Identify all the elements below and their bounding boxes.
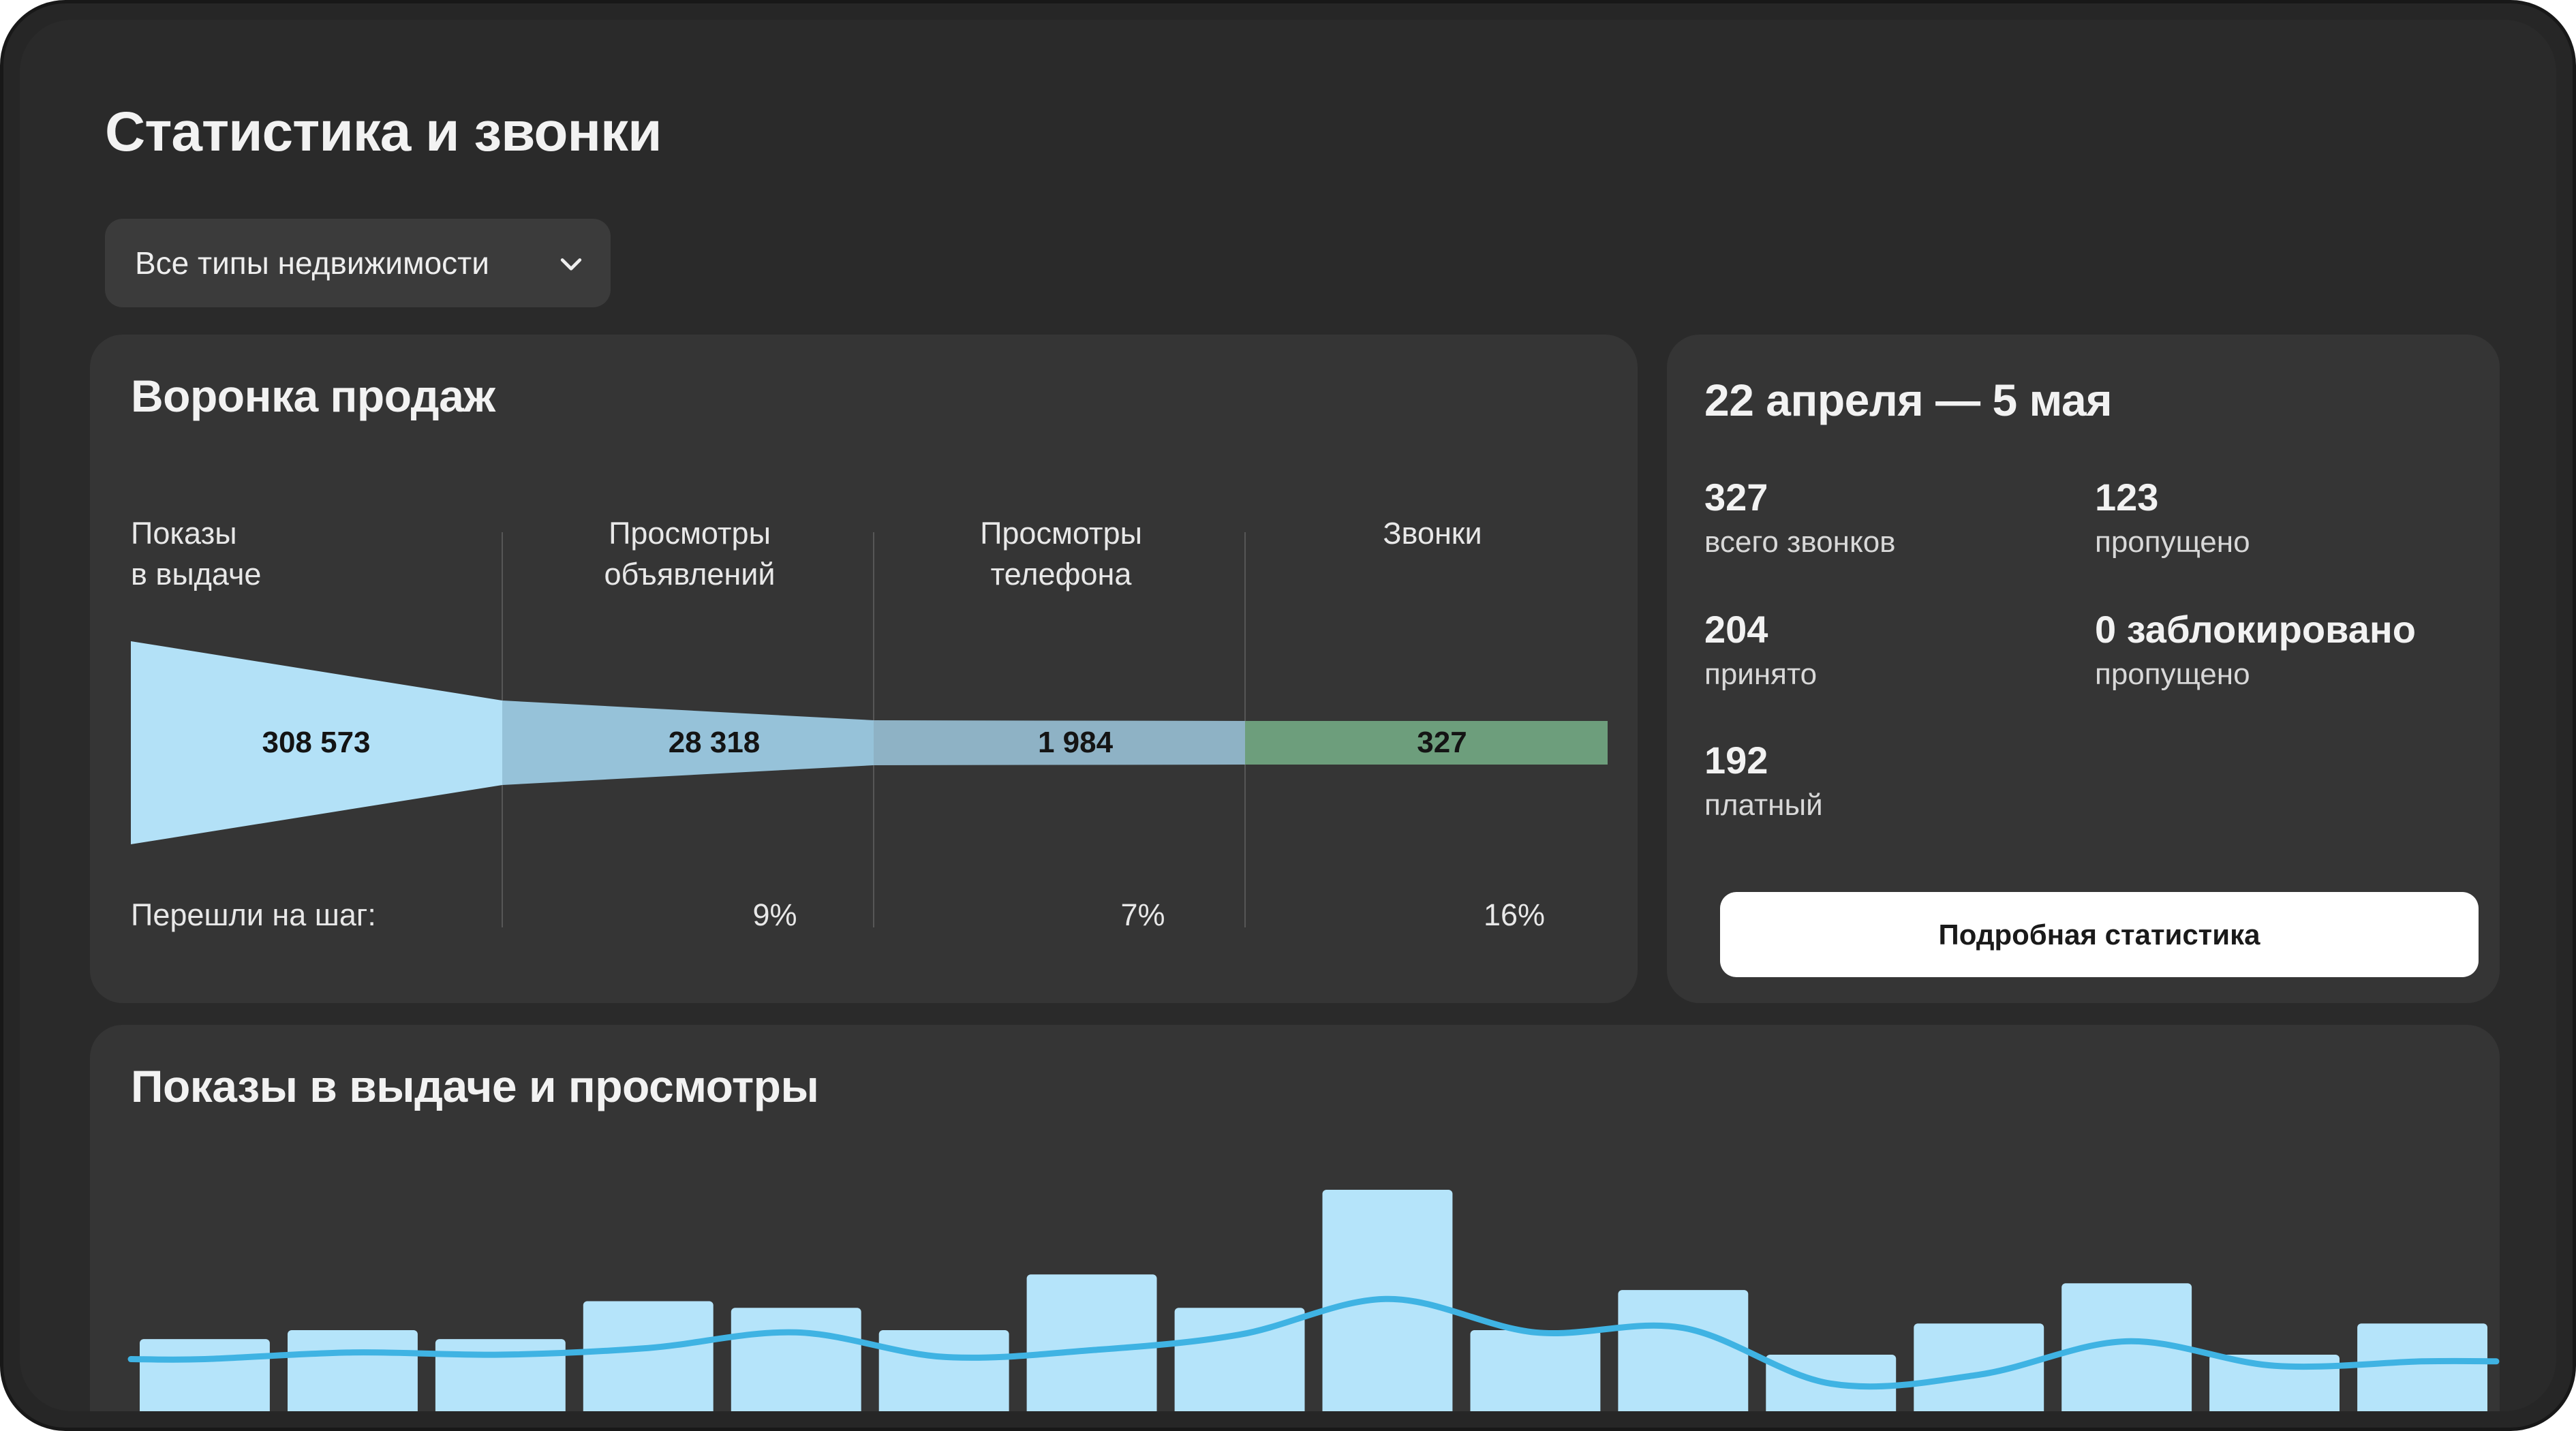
chart-bar (1174, 1308, 1305, 1411)
calls-period-title: 22 апреля — 5 мая (1704, 375, 2113, 425)
funnel-stage-label-line: телефона (990, 557, 1132, 591)
chart-line-series (127, 1295, 2500, 1390)
chart-bar (583, 1301, 714, 1411)
funnel-stage-label-line: объявлений (604, 557, 776, 591)
funnel-stage-label-views: Просмотры объявлений (502, 513, 877, 595)
sales-funnel-title: Воронка продаж (131, 371, 495, 421)
funnel-value-calls: 327 (1417, 726, 1467, 759)
chart-bar (140, 1339, 270, 1411)
chart-bar (2357, 1323, 2487, 1411)
chart-bar (1618, 1290, 1749, 1411)
property-type-dropdown[interactable]: Все типы недвижимости (105, 219, 611, 307)
chart-bar (878, 1330, 1009, 1411)
funnel-stage-label-line: Звонки (1383, 516, 1482, 551)
stat-missed-value: 123 (2095, 476, 2159, 519)
funnel-segment-calls (1245, 721, 1608, 765)
chart-bar (1914, 1323, 2044, 1411)
funnel-segment-views (502, 701, 874, 785)
stat-blocked-value: 0 заблокировано (2095, 608, 2416, 651)
funnel-stage-label-calls: Звонки (1245, 513, 1620, 554)
funnel-stage-label-line: Показы (131, 516, 237, 551)
funnel-step-label: Перешли на шаг: (131, 897, 376, 932)
funnel-stage-label-line: Просмотры (609, 516, 771, 551)
impressions-chart (127, 1190, 2500, 1411)
stat-missed-label: пропущено (2095, 525, 2250, 559)
funnel-conversion-views: 9% (752, 897, 797, 932)
chevron-down-icon (560, 258, 582, 271)
stat-blocked-label: пропущено (2095, 658, 2250, 691)
stat-total-calls-label: всего звонков (1704, 525, 1896, 559)
funnel-stage-label-shows: Показы в выдаче (131, 513, 261, 595)
calls-summary-card (1667, 335, 2500, 1003)
app-screen: Статистика и звонки Все типы недвижимост… (20, 20, 2556, 1411)
impressions-chart-card: Показы в выдаче и просмотры (90, 1025, 2500, 1411)
stat-accepted-label: принято (1704, 658, 1818, 691)
funnel-stage-label-line: Просмотры (980, 516, 1142, 551)
funnel-stage-label-phone: Просмотры телефона (874, 513, 1248, 595)
chart-bar (1470, 1330, 1601, 1411)
chart-bar (731, 1308, 861, 1411)
chart-bar (435, 1339, 566, 1411)
funnel-value-views: 28 318 (668, 726, 761, 759)
chart-bar (2061, 1283, 2192, 1411)
sales-funnel-card: Воронка продаж Показы в выдаче Просмотры… (90, 335, 1638, 1003)
funnel-conversion-phone: 7% (1120, 897, 1165, 932)
stat-total-calls-value: 327 (1704, 476, 1768, 519)
property-type-dropdown-label: Все типы недвижимости (135, 245, 489, 281)
page-title: Статистика и звонки (105, 101, 662, 163)
funnel-value-phone: 1 984 (1037, 726, 1114, 759)
funnel-segment-shows (131, 641, 502, 844)
funnel-segment-phone (874, 720, 1245, 765)
funnel-shape (131, 641, 1608, 844)
chart-bar (1026, 1274, 1157, 1411)
funnel-stage-label-line: в выдаче (131, 557, 262, 591)
impressions-chart-title: Показы в выдаче и просмотры (131, 1061, 819, 1111)
detailed-stats-button[interactable]: Подробная статистика (1720, 892, 2479, 977)
funnel-value-shows: 308 573 (262, 726, 371, 759)
funnel-conversion-calls: 16% (1483, 897, 1546, 932)
stat-paid-label: платный (1704, 788, 1823, 822)
stat-paid-value: 192 (1704, 739, 1768, 782)
stat-accepted-value: 204 (1704, 608, 1768, 651)
chart-bar (288, 1330, 418, 1411)
